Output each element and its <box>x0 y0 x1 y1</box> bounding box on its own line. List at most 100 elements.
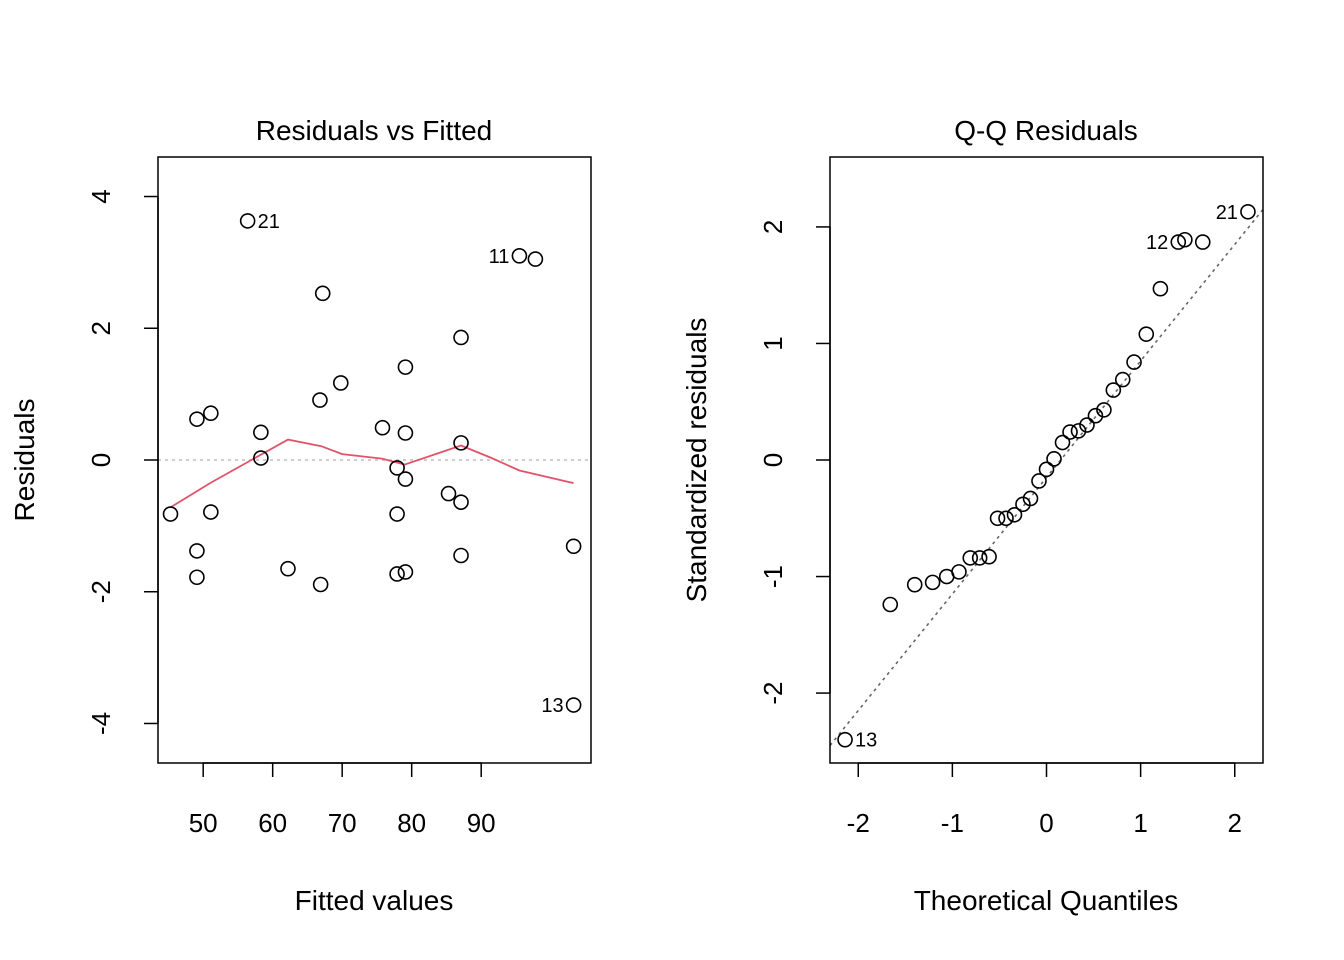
data-point <box>1170 234 1187 250</box>
data-point <box>280 560 296 577</box>
x-axis-label: Fitted values <box>295 885 454 916</box>
data-point <box>1079 417 1095 433</box>
y-tick-label: 0 <box>86 453 116 467</box>
data-point <box>189 569 205 586</box>
point-label: 13 <box>541 695 563 717</box>
data-point <box>565 538 582 555</box>
x-tick-label: -1 <box>941 808 964 838</box>
data-point <box>239 213 256 229</box>
x-tick-label: 50 <box>189 808 218 838</box>
data-point <box>253 450 269 466</box>
data-point <box>1152 280 1169 297</box>
data-point <box>962 550 979 566</box>
data-point <box>253 424 269 441</box>
point-label: 11 <box>489 246 510 268</box>
chart-title: Q-Q Residuals <box>954 115 1138 146</box>
data-point <box>189 543 205 559</box>
data-point <box>1038 461 1055 478</box>
y-tick-label: 2 <box>86 321 116 335</box>
x-axis-label: Theoretical Quantiles <box>914 885 1179 916</box>
data-point <box>1062 424 1078 440</box>
point-label: 13 <box>855 730 877 752</box>
x-tick-label: 80 <box>397 808 426 838</box>
data-point <box>1138 326 1155 342</box>
data-point <box>312 576 329 593</box>
data-point <box>453 435 469 451</box>
residuals-vs-fitted-panel: Residuals vs Fitted Fitted values Residu… <box>9 115 592 916</box>
data-point <box>374 419 391 436</box>
data-point <box>837 731 853 748</box>
data-point <box>924 574 941 591</box>
data-point <box>906 576 923 593</box>
data-point <box>882 596 899 613</box>
data-point <box>397 471 414 487</box>
data-point <box>314 285 331 302</box>
data-point <box>998 510 1014 527</box>
data-point <box>162 506 179 522</box>
data-point <box>951 564 967 580</box>
x-tick-label: 2 <box>1228 808 1242 838</box>
chart-title: Residuals vs Fitted <box>256 115 493 146</box>
data-point <box>389 566 405 582</box>
data-point <box>1177 231 1193 248</box>
data-point <box>1087 407 1104 424</box>
data-point <box>1105 382 1122 398</box>
data-point <box>1006 506 1023 523</box>
data-point <box>397 564 414 580</box>
data-point <box>389 460 405 476</box>
data-point <box>453 329 469 346</box>
x-tick-label: -2 <box>847 808 870 838</box>
data-point <box>981 548 997 565</box>
data-point <box>397 359 414 375</box>
plot-area: 13 12 21 <box>830 202 1263 752</box>
data-point <box>1114 371 1131 388</box>
data-point <box>1054 434 1071 451</box>
y-tick-label: -1 <box>758 565 788 588</box>
data-point <box>1031 473 1047 489</box>
y-axis-label: Residuals <box>9 399 40 522</box>
data-point <box>1194 234 1211 250</box>
data-point <box>1022 490 1039 507</box>
data-point <box>527 251 544 267</box>
y-tick-label: -4 <box>86 712 116 735</box>
smooth-line <box>170 438 574 509</box>
x-tick-label: 60 <box>258 808 287 838</box>
data-point <box>440 485 457 502</box>
data-point <box>511 248 528 264</box>
x-tick-label: 70 <box>328 808 357 838</box>
reference-line <box>830 208 1263 747</box>
data-point <box>1096 402 1112 418</box>
y-tick-label: 4 <box>86 189 116 203</box>
plot-area: 21 11 13 <box>158 211 591 717</box>
y-axis-label: Standardized residuals <box>681 318 712 603</box>
y-tick-label: -2 <box>758 682 788 705</box>
y-tick-label: -2 <box>86 580 116 603</box>
data-point <box>1070 423 1087 439</box>
data-point <box>189 411 205 427</box>
y-tick-label: 1 <box>758 336 788 350</box>
data-point <box>989 510 1006 527</box>
x-tick-label: 90 <box>467 808 496 838</box>
point-label: 12 <box>1146 232 1168 254</box>
data-point <box>397 425 414 441</box>
data-point <box>1240 203 1256 220</box>
x-tick-label: 0 <box>1039 808 1053 838</box>
data-point <box>332 375 349 391</box>
data-point <box>1126 354 1142 370</box>
data-point <box>312 392 328 408</box>
point-label: 21 <box>258 211 280 233</box>
point-label: 21 <box>1216 202 1238 224</box>
qq-residuals-panel: Q-Q Residuals Theoretical Quantiles Stan… <box>681 115 1264 916</box>
data-point <box>971 550 988 566</box>
data-point <box>389 506 405 522</box>
data-point <box>453 494 469 510</box>
y-tick-label: 2 <box>758 220 788 234</box>
data-point <box>203 504 219 520</box>
x-tick-label: 1 <box>1133 808 1147 838</box>
data-point <box>565 697 582 713</box>
y-tick-label: 0 <box>758 453 788 467</box>
data-point <box>203 405 219 422</box>
data-point <box>1046 451 1062 467</box>
data-point <box>453 547 469 564</box>
